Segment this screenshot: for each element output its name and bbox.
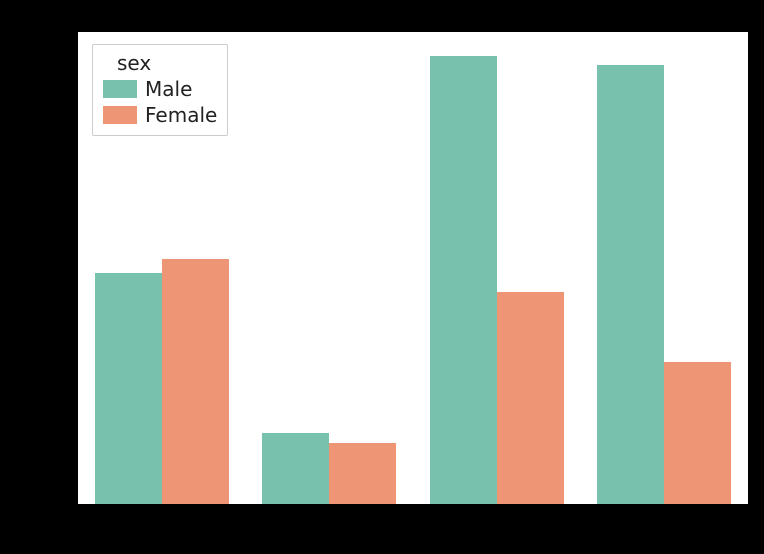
legend-row-male: Male xyxy=(103,77,217,101)
legend-row-female: Female xyxy=(103,103,217,127)
legend-swatch-female xyxy=(103,106,137,124)
bar-male-2 xyxy=(430,56,497,504)
legend-swatch-male xyxy=(103,80,137,98)
bar-female-3 xyxy=(664,362,731,504)
bar-male-1 xyxy=(262,433,329,504)
legend-items: MaleFemale xyxy=(103,77,217,127)
bar-male-3 xyxy=(597,65,664,504)
legend: sex MaleFemale xyxy=(92,44,228,136)
bar-female-2 xyxy=(497,292,564,504)
legend-title: sex xyxy=(103,51,217,75)
legend-label-female: Female xyxy=(145,103,217,127)
bar-female-0 xyxy=(162,259,229,504)
bar-female-1 xyxy=(329,443,396,504)
legend-label-male: Male xyxy=(145,77,192,101)
bar-male-0 xyxy=(95,273,162,504)
